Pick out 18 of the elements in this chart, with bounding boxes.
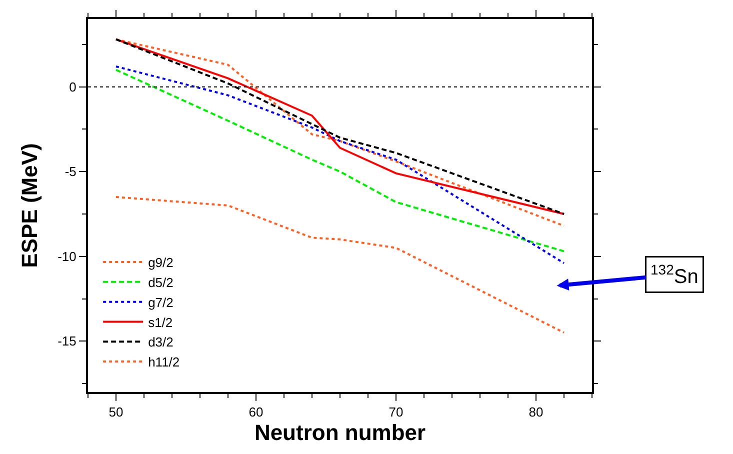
legend-label: d3/2 <box>148 334 174 350</box>
legend-label: d5/2 <box>148 275 174 290</box>
legend-label: g7/2 <box>148 294 174 310</box>
y-tick-label: 0 <box>69 79 76 94</box>
y-tick-label: -10 <box>58 248 76 264</box>
text: $^{132}$Sn <box>650 262 698 288</box>
x-tick-label: 60 <box>248 404 264 420</box>
x-tick-label: 50 <box>108 404 124 420</box>
y-tick-label: -5 <box>64 164 76 180</box>
x-axis-title: Neutron number <box>254 420 426 445</box>
y-axis-title: ESPE (MeV) <box>16 143 42 268</box>
y-tick-label: -15 <box>58 334 76 349</box>
line-series <box>115 196 565 334</box>
legend-label: h11/2 <box>148 354 180 370</box>
x-tick-label: 70 <box>388 404 404 420</box>
legend-label: s1/2 <box>148 314 173 330</box>
x-tick-label: 80 <box>528 404 544 420</box>
legend-label: g9/2 <box>148 255 174 270</box>
